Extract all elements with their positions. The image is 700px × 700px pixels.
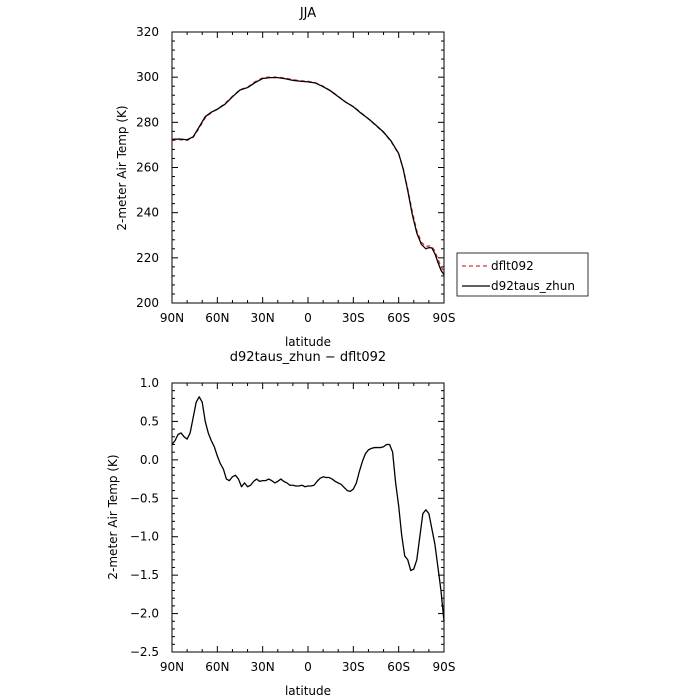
- y-tick-label: −2.5: [130, 645, 159, 659]
- bottom-chart: d92taus_zhun − dflt092 latitude 2-meter …: [106, 350, 455, 698]
- x-tick-label: 0: [304, 311, 312, 325]
- x-tick-label: 90N: [160, 311, 184, 325]
- bottom-chart-ylabel: 2-meter Air Temp (K): [106, 454, 120, 579]
- y-tick-label: 240: [136, 206, 159, 220]
- y-tick-label: −1.5: [130, 568, 159, 582]
- bottom-chart-lines: [171, 396, 445, 622]
- top-chart-xlabel: latitude: [285, 335, 331, 349]
- x-tick-label: 0: [304, 660, 312, 674]
- y-tick-label: 200: [136, 296, 159, 310]
- top-chart-ylabel: 2-meter Air Temp (K): [115, 105, 129, 230]
- x-tick-label: 60S: [387, 660, 410, 674]
- series-line-d92taus-zhun: [171, 76, 445, 276]
- x-tick-label: 30S: [342, 311, 365, 325]
- y-tick-label: 220: [136, 251, 159, 265]
- bottom-chart-xlabel: latitude: [285, 684, 331, 698]
- top-chart: JJA latitude 2-meter Air Temp (K) 90N 60N…: [115, 6, 455, 349]
- x-tick-label: 90N: [160, 660, 184, 674]
- y-tick-label: 320: [136, 25, 159, 39]
- x-tick-label: 30S: [342, 660, 365, 674]
- legend: dflt092 d92taus_zhun: [456, 252, 589, 297]
- bottom-chart-ticks: 90N 60N 30N 0 30S 60S 90S 1.0 0.5 0.0 −0.5 −1.0 −1.5…: [130, 376, 456, 674]
- y-tick-label: 300: [136, 70, 159, 84]
- bottom-chart-title: d92taus_zhun − dflt092: [230, 350, 386, 365]
- x-tick-label: 60N: [205, 660, 229, 674]
- top-chart-title: JJA: [299, 6, 316, 21]
- y-tick-label: −2.0: [130, 607, 159, 621]
- y-tick-label: 0.5: [140, 414, 159, 428]
- series-line-dflt092: [172, 76, 445, 272]
- y-tick-label: −0.5: [130, 491, 159, 505]
- legend-label-dflt092: dflt092: [491, 259, 534, 273]
- series-line-bottom-diff: [171, 396, 445, 622]
- x-tick-label: 90S: [433, 311, 456, 325]
- x-tick-label: 60S: [387, 311, 410, 325]
- y-tick-label: −1.0: [130, 530, 159, 544]
- x-tick-label: 90S: [433, 660, 456, 674]
- y-tick-label: 260: [136, 161, 159, 175]
- legend-box: [456, 252, 589, 297]
- x-tick-label: 30N: [251, 311, 275, 325]
- bottom-chart-frame: [171, 382, 445, 653]
- x-tick-label: 60N: [205, 311, 229, 325]
- top-chart-lines: [171, 76, 445, 276]
- top-chart-ticks: 90N 60N 30N 0 30S 60S 90S 200 220 240 260 280 300 320: [136, 25, 455, 325]
- y-tick-label: 0.0: [140, 453, 159, 467]
- x-tick-label: 30N: [251, 660, 275, 674]
- y-tick-label: 1.0: [140, 376, 159, 390]
- legend-label-d92taus-zhun: d92taus_zhun: [491, 279, 575, 293]
- y-tick-label: 280: [136, 115, 159, 129]
